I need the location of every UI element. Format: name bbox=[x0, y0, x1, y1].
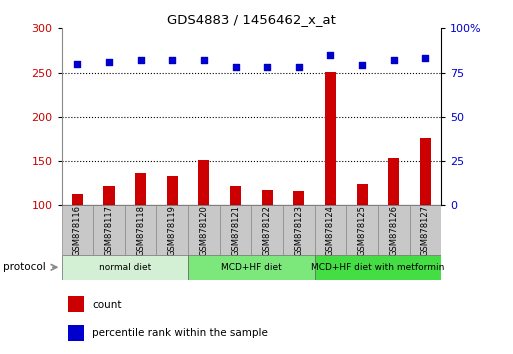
Text: GSM878119: GSM878119 bbox=[168, 205, 177, 256]
FancyBboxPatch shape bbox=[409, 205, 441, 255]
Bar bbox=[72, 194, 83, 205]
Text: GSM878116: GSM878116 bbox=[73, 205, 82, 256]
FancyBboxPatch shape bbox=[220, 205, 251, 255]
Text: GSM878126: GSM878126 bbox=[389, 205, 398, 256]
Text: GSM878124: GSM878124 bbox=[326, 205, 335, 256]
Point bbox=[263, 64, 271, 70]
Point bbox=[294, 64, 303, 70]
Point bbox=[231, 64, 240, 70]
FancyBboxPatch shape bbox=[346, 205, 378, 255]
Bar bbox=[68, 325, 84, 341]
FancyBboxPatch shape bbox=[62, 205, 93, 255]
Text: GSM878122: GSM878122 bbox=[263, 205, 272, 256]
Point bbox=[168, 57, 176, 63]
Bar bbox=[293, 191, 304, 205]
Bar bbox=[230, 186, 241, 205]
Bar bbox=[68, 296, 84, 312]
FancyBboxPatch shape bbox=[62, 255, 188, 280]
FancyBboxPatch shape bbox=[314, 255, 441, 280]
Point bbox=[73, 61, 82, 67]
Point bbox=[105, 59, 113, 65]
Text: protocol: protocol bbox=[3, 262, 45, 272]
Point bbox=[326, 52, 334, 58]
FancyBboxPatch shape bbox=[93, 205, 125, 255]
Point bbox=[200, 57, 208, 63]
Bar bbox=[262, 190, 273, 205]
Text: MCD+HF diet: MCD+HF diet bbox=[221, 263, 282, 272]
Text: GSM878120: GSM878120 bbox=[200, 205, 208, 256]
Bar bbox=[325, 72, 336, 205]
FancyBboxPatch shape bbox=[188, 255, 314, 280]
Point bbox=[358, 63, 366, 68]
Text: MCD+HF diet with metformin: MCD+HF diet with metformin bbox=[311, 263, 445, 272]
Bar bbox=[388, 158, 399, 205]
FancyBboxPatch shape bbox=[125, 205, 156, 255]
FancyBboxPatch shape bbox=[251, 205, 283, 255]
Bar bbox=[135, 173, 146, 205]
Text: count: count bbox=[92, 299, 122, 310]
FancyBboxPatch shape bbox=[283, 205, 314, 255]
Point bbox=[421, 56, 429, 61]
Text: GSM878123: GSM878123 bbox=[294, 205, 303, 256]
Text: GSM878118: GSM878118 bbox=[136, 205, 145, 256]
Point bbox=[389, 57, 398, 63]
Text: GSM878117: GSM878117 bbox=[105, 205, 113, 256]
Bar bbox=[104, 186, 114, 205]
Text: GSM878127: GSM878127 bbox=[421, 205, 430, 256]
FancyBboxPatch shape bbox=[378, 205, 409, 255]
Bar bbox=[167, 176, 178, 205]
Bar bbox=[199, 160, 209, 205]
Text: normal diet: normal diet bbox=[98, 263, 151, 272]
FancyBboxPatch shape bbox=[188, 205, 220, 255]
Text: percentile rank within the sample: percentile rank within the sample bbox=[92, 328, 268, 338]
Title: GDS4883 / 1456462_x_at: GDS4883 / 1456462_x_at bbox=[167, 13, 336, 26]
Text: GSM878125: GSM878125 bbox=[358, 205, 367, 256]
Bar bbox=[357, 184, 368, 205]
Point bbox=[136, 57, 145, 63]
FancyBboxPatch shape bbox=[156, 205, 188, 255]
Bar bbox=[420, 138, 431, 205]
FancyBboxPatch shape bbox=[314, 205, 346, 255]
Text: GSM878121: GSM878121 bbox=[231, 205, 240, 256]
